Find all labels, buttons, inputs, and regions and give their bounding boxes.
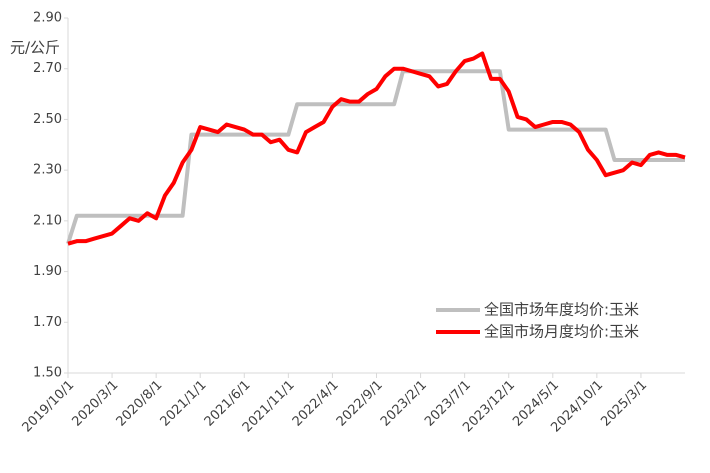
line-series xyxy=(66,69,685,245)
line-series xyxy=(67,51,686,246)
x-tick-label: 2025/3/1 xyxy=(598,378,650,430)
y-tick-label: 1.50 xyxy=(33,366,62,381)
y-tick-label: 1.70 xyxy=(33,315,62,330)
y-tick-label: 2.90 xyxy=(33,11,62,26)
x-tick-label: 2020/3/1 xyxy=(69,378,121,430)
y-axis-label: 元/公斤 xyxy=(10,39,60,57)
x-tick-label: 2019/10/1 xyxy=(20,378,78,436)
x-tick-label: 2020/8/1 xyxy=(114,378,166,430)
x-tick-label: 2022/4/1 xyxy=(290,378,342,430)
legend-label: 全国市场年度均价:玉米 xyxy=(484,301,639,319)
x-tick-label: 2022/9/1 xyxy=(334,378,386,430)
y-tick-label: 2.50 xyxy=(33,112,62,127)
legend-label: 全国市场月度均价:玉米 xyxy=(484,323,639,341)
x-tick-label: 2021/1/1 xyxy=(158,378,210,430)
y-tick-label: 2.10 xyxy=(33,213,62,228)
y-tick-label: 2.70 xyxy=(33,61,62,76)
x-tick-label: 2023/2/1 xyxy=(378,378,430,430)
y-tick-label: 1.90 xyxy=(33,264,62,279)
y-tick-label: 2.30 xyxy=(33,163,62,178)
